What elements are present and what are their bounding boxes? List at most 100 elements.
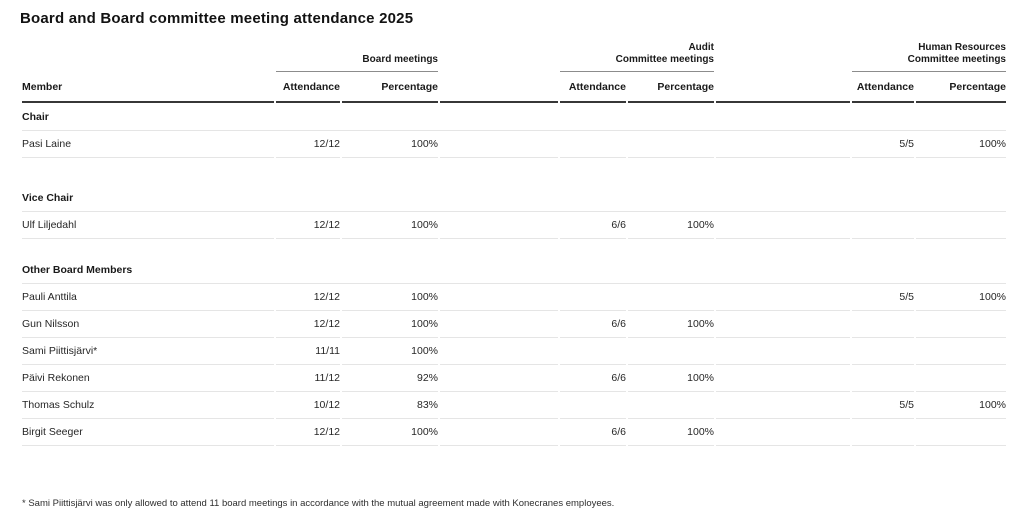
spacer-cell (440, 365, 558, 392)
spacer-cell (440, 131, 558, 158)
audit-attendance-cell: 6/6 (560, 419, 626, 446)
spacer-cell (716, 212, 850, 239)
column-header-row: Member Attendance Percentage Attendance … (22, 72, 1006, 103)
hr-attendance-cell (852, 365, 914, 392)
audit-attendance-cell: 6/6 (560, 212, 626, 239)
spacer-cell (716, 131, 850, 158)
audit-attendance-cell: 6/6 (560, 365, 626, 392)
board-attendance-header: Attendance (276, 72, 340, 103)
table-row: Pasi Laine 12/12 100% 5/5 100% (22, 131, 1006, 158)
hr-attendance-header: Attendance (852, 72, 914, 103)
audit-percentage-cell: 100% (628, 419, 714, 446)
hr-attendance-cell (852, 338, 914, 365)
table-row: Pauli Anttila 12/12 100% 5/5 100% (22, 284, 1006, 311)
section-header-row-vice-chair: Vice Chair (22, 184, 1006, 212)
board-attendance-cell: 12/12 (276, 311, 340, 338)
hr-percentage-cell (916, 338, 1006, 365)
audit-percentage-cell: 100% (628, 212, 714, 239)
header-spacer (440, 72, 558, 103)
table-row: Gun Nilsson 12/12 100% 6/6 100% (22, 311, 1006, 338)
table-row: Ulf Liljedahl 12/12 100% 6/6 100% (22, 212, 1006, 239)
spacer-cell (440, 338, 558, 365)
spacer-cell (716, 338, 850, 365)
board-attendance-cell: 10/12 (276, 392, 340, 419)
page-container: Board and Board committee meeting attend… (20, 10, 1006, 509)
member-column-header: Member (22, 72, 274, 103)
spacer-cell (716, 392, 850, 419)
section-title: Vice Chair (22, 184, 1006, 212)
hr-attendance-cell (852, 311, 914, 338)
audit-percentage-cell (628, 338, 714, 365)
board-percentage-cell: 100% (342, 131, 438, 158)
spacer-cell (716, 284, 850, 311)
audit-attendance-cell (560, 131, 626, 158)
board-attendance-cell: 12/12 (276, 284, 340, 311)
spacer-cell (716, 419, 850, 446)
section-gap-row (22, 158, 1006, 184)
audit-attendance-cell (560, 284, 626, 311)
audit-percentage-cell (628, 392, 714, 419)
board-attendance-cell: 12/12 (276, 419, 340, 446)
table-row: Päivi Rekonen 11/12 92% 6/6 100% (22, 365, 1006, 392)
board-meetings-group: Board meetings (276, 40, 438, 72)
audit-attendance-cell (560, 338, 626, 365)
hr-percentage-cell: 100% (916, 392, 1006, 419)
table-row: Thomas Schulz 10/12 83% 5/5 100% (22, 392, 1006, 419)
group-spacer (22, 40, 274, 72)
member-name-cell: Thomas Schulz (22, 392, 274, 419)
hr-committee-group: Human Resources Committee meetings (852, 40, 1006, 72)
board-percentage-header: Percentage (342, 72, 438, 103)
spacer-cell (440, 419, 558, 446)
board-percentage-cell: 100% (342, 419, 438, 446)
audit-percentage-cell (628, 284, 714, 311)
spacer-cell (440, 392, 558, 419)
hr-attendance-cell (852, 212, 914, 239)
member-name-cell: Pauli Anttila (22, 284, 274, 311)
page-title: Board and Board committee meeting attend… (20, 10, 414, 27)
board-percentage-cell: 83% (342, 392, 438, 419)
footnote: * Sami Piittisjärvi was only allowed to … (22, 498, 615, 509)
audit-attendance-header: Attendance (560, 72, 626, 103)
audit-committee-group: Audit Committee meetings (560, 40, 714, 72)
section-gap-row (22, 239, 1006, 256)
section-header-row-other-members: Other Board Members (22, 256, 1006, 284)
hr-percentage-cell (916, 311, 1006, 338)
member-name-cell: Birgit Seeger (22, 419, 274, 446)
hr-committee-group-label: Human Resources Committee meetings (907, 42, 1006, 65)
spacer-cell (716, 311, 850, 338)
hr-attendance-cell: 5/5 (852, 131, 914, 158)
hr-percentage-cell (916, 212, 1006, 239)
board-percentage-cell: 100% (342, 338, 438, 365)
board-attendance-cell: 11/11 (276, 338, 340, 365)
hr-percentage-header: Percentage (916, 72, 1006, 103)
audit-committee-group-label: Audit Committee meetings (615, 42, 714, 65)
hr-percentage-cell: 100% (916, 284, 1006, 311)
audit-percentage-cell: 100% (628, 365, 714, 392)
section-title: Other Board Members (22, 256, 1006, 284)
board-percentage-cell: 100% (342, 284, 438, 311)
hr-percentage-cell (916, 419, 1006, 446)
section-header-row-chair: Chair (22, 103, 1006, 131)
table-row: Birgit Seeger 12/12 100% 6/6 100% (22, 419, 1006, 446)
audit-percentage-header: Percentage (628, 72, 714, 103)
spacer-cell (440, 311, 558, 338)
audit-percentage-cell: 100% (628, 311, 714, 338)
member-name-cell: Pasi Laine (22, 131, 274, 158)
board-attendance-cell: 12/12 (276, 212, 340, 239)
spacer-cell (440, 212, 558, 239)
board-meetings-group-label: Board meetings (362, 53, 438, 65)
hr-percentage-cell (916, 365, 1006, 392)
group-header-row: Board meetings Audit Committee meetings H… (22, 40, 1006, 72)
spacer-cell (716, 365, 850, 392)
audit-attendance-cell (560, 392, 626, 419)
spacer-cell (440, 284, 558, 311)
board-percentage-cell: 92% (342, 365, 438, 392)
group-spacer (440, 40, 558, 72)
header-spacer (716, 72, 850, 103)
board-attendance-cell: 12/12 (276, 131, 340, 158)
section-title: Chair (22, 103, 1006, 131)
audit-attendance-cell: 6/6 (560, 311, 626, 338)
table-row: Sami Piittisjärvi* 11/11 100% (22, 338, 1006, 365)
audit-percentage-cell (628, 131, 714, 158)
hr-attendance-cell: 5/5 (852, 284, 914, 311)
